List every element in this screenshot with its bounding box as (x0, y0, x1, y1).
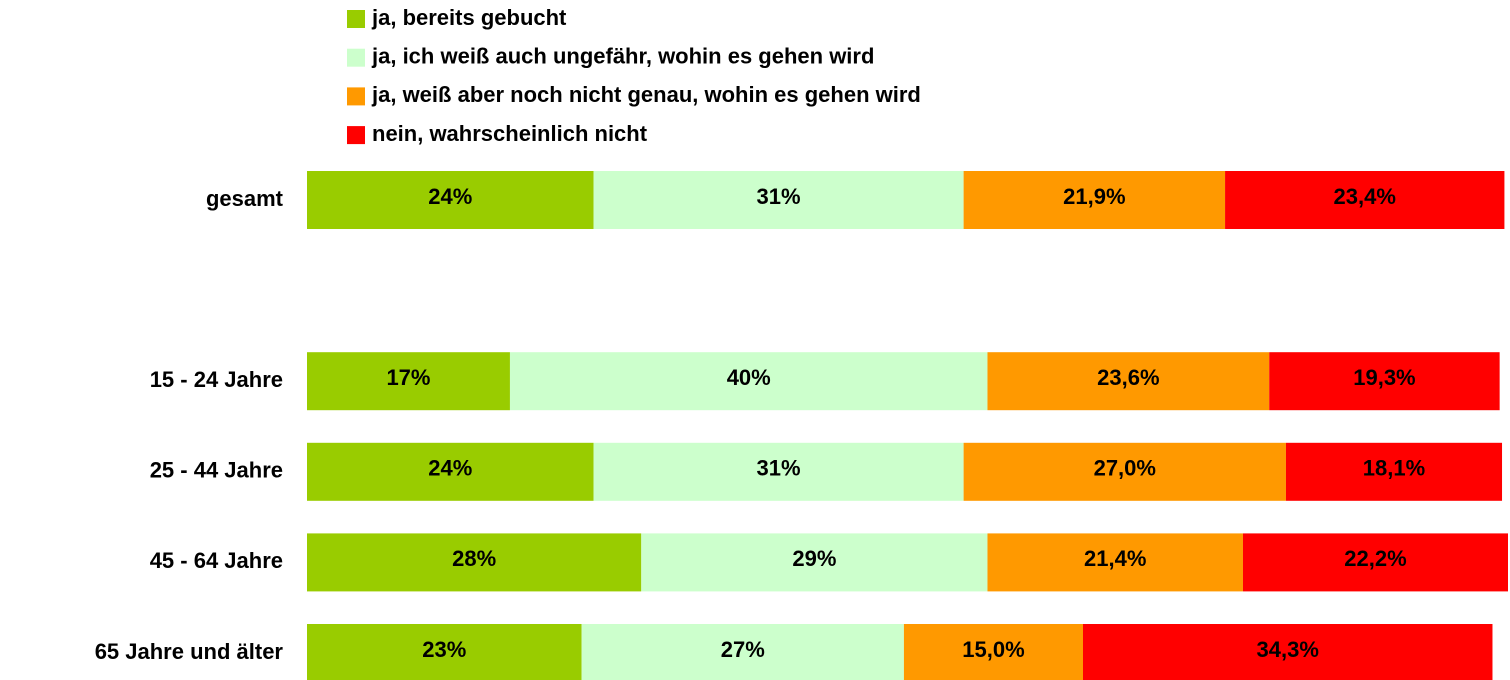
y-tick-label: 15 - 24 Jahre (150, 367, 283, 392)
y-tick-label: 45 - 64 Jahre (150, 548, 283, 573)
legend-swatch (347, 87, 365, 106)
bar-segment (1285, 442, 1503, 501)
data-label: 21,9% (1063, 184, 1125, 209)
data-label: 24% (428, 456, 472, 481)
data-label: 31% (757, 184, 801, 209)
y-tick-label: 25 - 44 Jahre (150, 458, 283, 483)
legend-label: ja, bereits gebucht (371, 5, 567, 30)
data-label: 28% (452, 546, 496, 571)
bar-segment (641, 533, 988, 592)
legend-label: nein, wahrscheinlich nicht (372, 121, 648, 146)
bar-segment (903, 624, 1083, 680)
bar-segment (307, 171, 594, 229)
legend-swatch (347, 48, 365, 67)
bar-segment (307, 442, 594, 501)
data-label: 22,2% (1344, 546, 1406, 571)
bar-segment (307, 352, 510, 411)
bar-segment (963, 442, 1286, 501)
data-label: 21,4% (1084, 546, 1146, 571)
bar-segment (987, 533, 1243, 592)
data-label: 18,1% (1363, 456, 1425, 481)
bar-segment (593, 171, 964, 229)
data-label: 23,6% (1097, 365, 1159, 390)
y-tick-label: gesamt (206, 186, 284, 211)
data-label: 34,3% (1257, 637, 1319, 662)
bar-segment (1242, 533, 1508, 592)
bar-segment (307, 533, 642, 592)
bar-segment (307, 624, 582, 680)
data-label: 31% (757, 456, 801, 481)
bar-segment (987, 352, 1270, 411)
data-label: 23% (422, 637, 466, 662)
legend-swatch (347, 10, 365, 28)
bar-segment (509, 352, 988, 411)
bar-segment (1082, 624, 1493, 680)
bar-segment (581, 624, 904, 680)
bar-segment (1225, 171, 1505, 229)
bar-segment (1269, 352, 1500, 411)
data-label: 27% (721, 637, 765, 662)
data-label: 17% (386, 365, 430, 390)
data-label: 24% (428, 184, 472, 209)
data-label: 40% (727, 365, 771, 390)
data-label: 23,4% (1334, 184, 1396, 209)
data-label: 19,3% (1353, 365, 1415, 390)
data-label: 29% (792, 546, 836, 571)
bar-segment (593, 442, 964, 501)
y-tick-label: 65 Jahre und älter (95, 639, 284, 664)
bar-segment (963, 171, 1226, 229)
legend-label: ja, weiß aber noch nicht genau, wohin es… (371, 82, 921, 107)
legend-swatch (347, 126, 365, 145)
data-label: 27,0% (1094, 456, 1156, 481)
data-label: 15,0% (962, 637, 1024, 662)
legend-label: ja, ich weiß auch ungefähr, wohin es geh… (371, 44, 874, 69)
